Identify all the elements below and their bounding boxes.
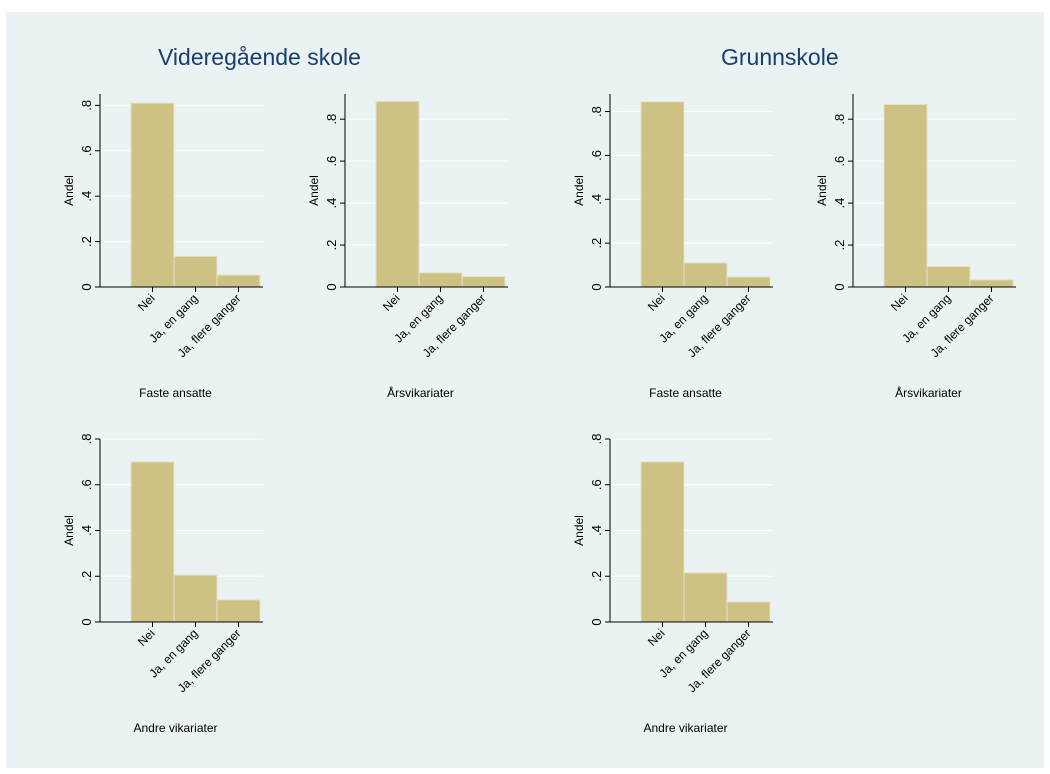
- y-tick-label: .8: [832, 114, 847, 125]
- y-tick-label: 0: [589, 283, 604, 290]
- y-tick-label: .4: [79, 525, 94, 536]
- bar: [683, 262, 728, 288]
- bar: [375, 100, 420, 288]
- x-axis-title: Faste ansatte: [139, 386, 212, 400]
- group-title-grunnskole: Grunnskole: [721, 44, 839, 70]
- y-tick-label: .6: [832, 156, 847, 167]
- y-tick-label: 0: [324, 283, 339, 290]
- x-axis-title: Andre vikariater: [133, 721, 217, 735]
- x-axis-title: Årsvikariater: [387, 385, 454, 400]
- bar: [640, 461, 685, 623]
- y-tick-label: .8: [589, 106, 604, 117]
- bar: [461, 276, 506, 288]
- bar: [883, 103, 928, 288]
- x-tick-label: Nei: [380, 291, 403, 314]
- x-tick-label: Nei: [135, 291, 158, 314]
- x-axis-title: Årsvikariater: [895, 385, 962, 400]
- bar: [130, 102, 175, 288]
- y-tick-label: .6: [589, 479, 604, 490]
- x-tick-label: Nei: [645, 291, 668, 314]
- y-axis-title: Andel: [62, 515, 76, 546]
- group-title-videregaende: Videregående skole: [158, 44, 361, 70]
- y-tick-label: .6: [324, 156, 339, 167]
- bar: [926, 265, 971, 288]
- x-tick-label: Nei: [888, 291, 911, 314]
- chart-canvas: Videregående skole Grunnskole 0 .2 .4 .6 .8 A…: [6, 12, 1044, 768]
- y-tick-label: 0: [832, 283, 847, 290]
- y-tick-label: .6: [79, 479, 94, 490]
- x-axis-title: Faste ansatte: [649, 386, 722, 400]
- y-tick-label: .2: [324, 240, 339, 251]
- y-axis-title: Andel: [62, 175, 76, 206]
- bar: [130, 461, 175, 623]
- y-tick-label: .2: [79, 571, 94, 582]
- y-tick-label: .8: [79, 434, 94, 445]
- y-axis-title: Andel: [572, 175, 586, 206]
- y-tick-label: .8: [79, 100, 94, 111]
- y-tick-label: 0: [589, 618, 604, 625]
- bar: [173, 255, 218, 288]
- y-tick-label: .2: [832, 240, 847, 251]
- y-tick-label: .6: [79, 145, 94, 156]
- y-tick-label: .4: [79, 191, 94, 202]
- y-axis-title: Andel: [307, 175, 321, 206]
- x-tick-label: Nei: [645, 626, 668, 649]
- y-tick-label: 0: [79, 283, 94, 290]
- y-tick-label: .4: [832, 198, 847, 209]
- y-tick-label: .6: [589, 150, 604, 161]
- y-tick-label: .8: [324, 114, 339, 125]
- bar: [418, 272, 463, 288]
- bar: [640, 101, 685, 288]
- x-tick-label: Nei: [135, 626, 158, 649]
- bar: [726, 276, 771, 288]
- bar: [726, 601, 771, 623]
- bar: [969, 279, 1014, 288]
- y-tick-label: .8: [589, 434, 604, 445]
- bar: [216, 599, 261, 623]
- bar: [216, 274, 261, 288]
- y-tick-label: .4: [324, 198, 339, 209]
- bar: [173, 574, 218, 623]
- y-tick-label: .2: [79, 236, 94, 247]
- bar: [683, 572, 728, 623]
- y-axis-title: Andel: [572, 515, 586, 546]
- y-tick-label: .2: [589, 571, 604, 582]
- y-tick-label: .4: [589, 194, 604, 205]
- x-axis-title: Andre vikariater: [643, 721, 727, 735]
- y-axis-title: Andel: [815, 175, 829, 206]
- y-tick-label: .4: [589, 525, 604, 536]
- y-tick-label: 0: [79, 618, 94, 625]
- y-tick-label: .2: [589, 238, 604, 249]
